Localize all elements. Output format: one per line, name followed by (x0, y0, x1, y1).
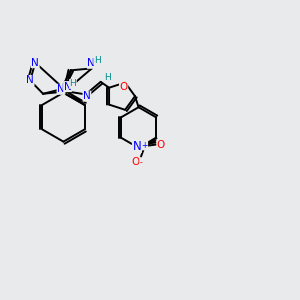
Text: N: N (57, 84, 65, 94)
Text: H: H (94, 56, 101, 64)
Text: O: O (119, 82, 128, 92)
Text: N: N (26, 76, 34, 85)
Text: N: N (87, 58, 95, 68)
Text: H: H (70, 80, 76, 88)
Text: O: O (157, 140, 165, 149)
Text: N: N (64, 82, 71, 92)
Text: -: - (140, 158, 142, 167)
Text: O: O (132, 157, 140, 167)
Text: N: N (133, 140, 141, 152)
Text: N: N (32, 58, 39, 68)
Text: N: N (83, 91, 91, 101)
Text: H: H (104, 73, 111, 82)
Text: +: + (141, 141, 148, 150)
